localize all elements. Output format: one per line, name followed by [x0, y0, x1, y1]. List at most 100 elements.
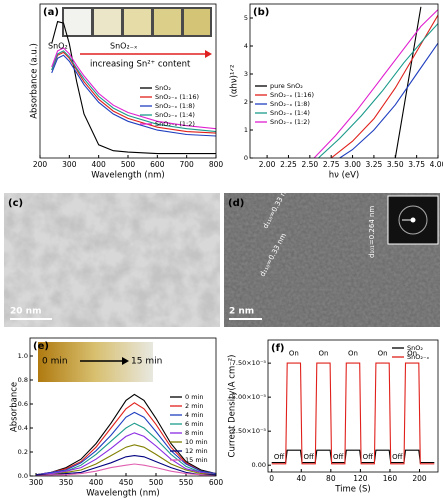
- panel-label: (d): [228, 198, 244, 209]
- annotation: Off: [363, 453, 374, 461]
- x-tick-label: 500: [149, 478, 164, 487]
- y-tick-label: 0.2: [18, 448, 28, 456]
- x-tick-label: 3.50: [387, 160, 404, 169]
- legend-label: 10 min: [185, 438, 208, 446]
- annotation: Off: [274, 453, 285, 461]
- plot-frame: [39, 3, 217, 159]
- x-tick-label: 3.25: [366, 160, 383, 169]
- vial-photo: [38, 342, 153, 382]
- x-tick-label: 450: [119, 478, 134, 487]
- series-line: [51, 50, 216, 133]
- saed-ring: [398, 205, 428, 235]
- plot: [51, 20, 216, 155]
- annotation: 15 min: [131, 357, 162, 367]
- y-tick-label: 0.4: [18, 424, 28, 432]
- arrow-head: [205, 50, 212, 58]
- annotation: Off: [333, 453, 344, 461]
- legend-label: SnO₂₋ₓ (1:2): [270, 118, 310, 126]
- x-tick-label: 500: [121, 160, 136, 169]
- series-line: [51, 20, 216, 155]
- annotation: On: [289, 350, 299, 358]
- plot-frame: [29, 337, 217, 477]
- legend-label: 15 min: [185, 456, 208, 464]
- annotation: SnO₂₋ₓ: [110, 42, 138, 51]
- x-tick-label: 200: [412, 474, 427, 483]
- series-line: [271, 449, 435, 464]
- y-tick-label: 0.8: [18, 376, 28, 384]
- y-axis-label: Current Density(A cm⁻²): [228, 355, 238, 458]
- annotation: increasing Sn²⁺ content: [90, 60, 191, 70]
- series-line: [35, 432, 216, 476]
- scale-label: 20 nm: [10, 307, 41, 317]
- series-line: [330, 14, 438, 158]
- annotation: 0 min: [42, 357, 68, 367]
- x-tick-label: 700: [180, 160, 195, 169]
- plot: [271, 362, 435, 465]
- legend-label: SnO₂₋ₓ (1:16): [155, 93, 199, 101]
- x-axis-label: Time (S): [334, 485, 371, 495]
- y-tick-label: 5: [244, 14, 248, 22]
- scale-label: 2 nm: [229, 307, 254, 317]
- y-axis-label: Absorbance: [10, 382, 20, 432]
- y-tick-label: 2.50×10⁻⁵: [232, 427, 267, 435]
- panel-label: (e): [33, 341, 49, 352]
- x-axis-label: Wavelength (nm): [91, 171, 164, 181]
- x-tick-label: 40: [296, 474, 306, 483]
- panel-label: (f): [271, 343, 285, 354]
- x-tick-label: 550: [179, 478, 194, 487]
- series-line: [36, 455, 216, 476]
- annotation: On: [378, 350, 388, 358]
- y-tick-label: 0.6: [18, 400, 28, 408]
- y-tick-label: 0.00: [252, 461, 266, 469]
- legend-label: SnO₂₋ₓ (1:4): [270, 109, 310, 117]
- series-line: [339, 42, 438, 158]
- plot-frame: [249, 3, 439, 159]
- x-tick-label: 0: [269, 474, 274, 483]
- legend-label: SnO₂₋ₓ (1:8): [155, 102, 195, 110]
- x-tick-label: 3.75: [408, 160, 425, 169]
- x-tick-label: 160: [383, 474, 398, 483]
- legend-label: 8 min: [185, 429, 203, 437]
- x-tick-label: 2.00: [259, 160, 276, 169]
- plot-frame: [267, 339, 439, 473]
- legend-label: 0 min: [185, 393, 203, 401]
- x-tick-label: 600: [150, 160, 165, 169]
- series-line: [35, 402, 216, 476]
- legend-label: SnO₂₋ₓ (1:8): [270, 100, 310, 108]
- y-tick-label: 0.0: [18, 472, 28, 480]
- lattice-label: d₁₀₁=0.264 nm: [368, 206, 376, 258]
- x-tick-label: 2.25: [280, 160, 297, 169]
- x-tick-label: 120: [353, 474, 368, 483]
- x-tick-label: 2.75: [323, 160, 340, 169]
- legend-label: pure SnO₂: [270, 82, 303, 90]
- y-tick-label: 4: [244, 42, 248, 50]
- x-tick-label: 600: [209, 478, 224, 487]
- x-tick-label: 200: [33, 160, 48, 169]
- x-tick-label: 4.00: [430, 160, 443, 169]
- series-line: [318, 23, 438, 158]
- panel-label: (a): [43, 7, 59, 18]
- x-tick-label: 350: [59, 478, 74, 487]
- panel-label: (b): [253, 7, 269, 18]
- series-line: [271, 362, 435, 465]
- panel-label: (c): [8, 198, 23, 209]
- plot: [313, 6, 438, 158]
- legend-label: 12 min: [185, 447, 208, 455]
- tem-texture: [4, 193, 220, 327]
- annotation: SnO₂: [48, 42, 68, 51]
- x-tick-label: 2.50: [301, 160, 318, 169]
- y-tick-label: 1.0: [18, 352, 28, 360]
- annotation: Off: [392, 453, 403, 461]
- y-axis-label: Absorbance (a.u.): [30, 43, 40, 119]
- legend-label: 4 min: [185, 411, 203, 419]
- x-tick-label: 400: [92, 160, 107, 169]
- series-line: [35, 463, 216, 476]
- annotation: On: [318, 350, 328, 358]
- x-tick-label: 3.00: [344, 160, 361, 169]
- annotation: On: [407, 350, 417, 358]
- series-line: [35, 393, 216, 476]
- x-tick-label: 300: [62, 160, 77, 169]
- legend-label: SnO₂₋ₓ (1:2): [155, 120, 195, 128]
- series-line: [35, 411, 216, 476]
- sample-photos: [62, 7, 212, 37]
